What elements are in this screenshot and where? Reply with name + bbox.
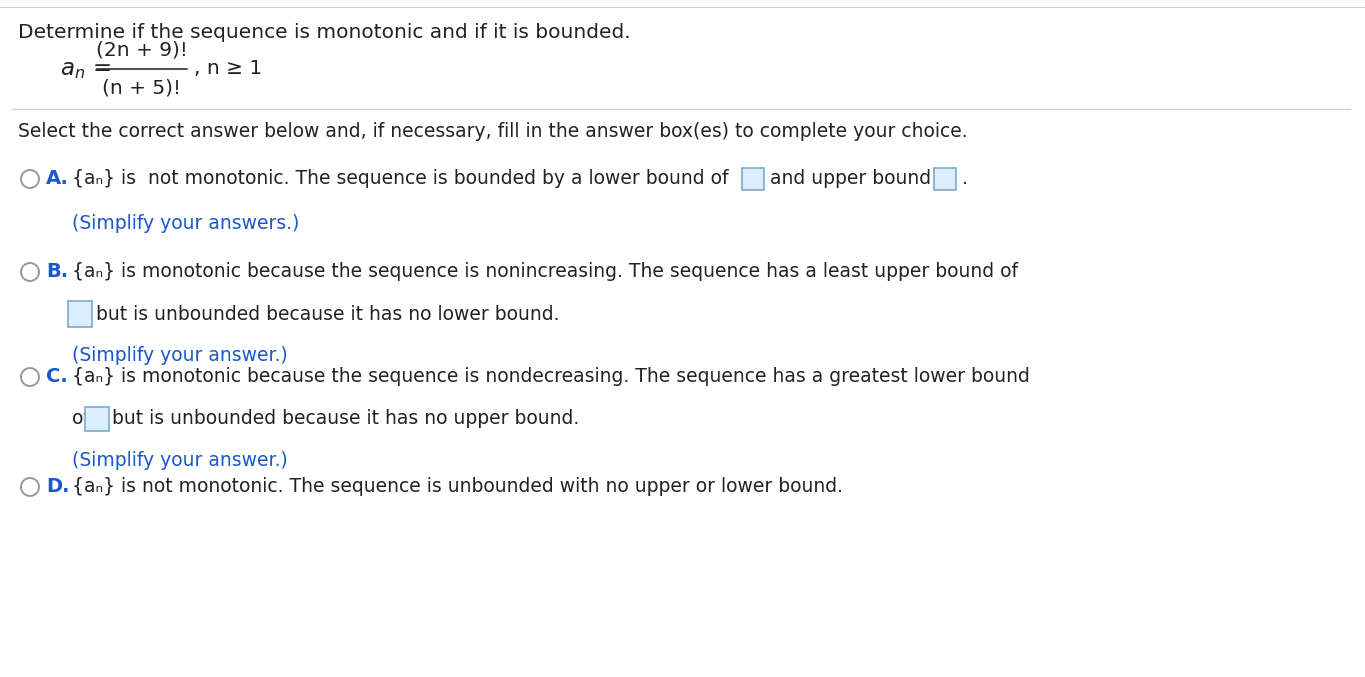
- Text: {aₙ} is  not monotonic. The sequence is bounded by a lower bound of: {aₙ} is not monotonic. The sequence is b…: [72, 169, 729, 188]
- Text: {aₙ} is monotonic because the sequence is nonincreasing. The sequence has a leas: {aₙ} is monotonic because the sequence i…: [72, 261, 1018, 280]
- Text: D.: D.: [46, 477, 70, 496]
- Text: A.: A.: [46, 169, 68, 188]
- Text: and upper bound of: and upper bound of: [770, 169, 955, 188]
- Text: (2n + 9)!: (2n + 9)!: [96, 41, 188, 60]
- FancyBboxPatch shape: [934, 168, 956, 190]
- Text: (Simplify your answer.): (Simplify your answer.): [72, 451, 288, 470]
- Text: B.: B.: [46, 261, 68, 280]
- Text: but is unbounded because it has no upper bound.: but is unbounded because it has no upper…: [112, 410, 579, 429]
- FancyBboxPatch shape: [85, 407, 109, 431]
- Text: $a_n\, =$: $a_n\, =$: [60, 58, 112, 81]
- Text: but is unbounded because it has no lower bound.: but is unbounded because it has no lower…: [96, 305, 560, 324]
- Text: .: .: [962, 169, 968, 188]
- FancyBboxPatch shape: [68, 301, 91, 327]
- Text: (Simplify your answer.): (Simplify your answer.): [72, 346, 288, 365]
- Text: Determine if the sequence is monotonic and if it is bounded.: Determine if the sequence is monotonic a…: [18, 23, 631, 42]
- Circle shape: [20, 368, 40, 386]
- Text: {aₙ} is monotonic because the sequence is nondecreasing. The sequence has a grea: {aₙ} is monotonic because the sequence i…: [72, 366, 1029, 385]
- Text: (n + 5)!: (n + 5)!: [102, 79, 182, 97]
- Text: C.: C.: [46, 366, 68, 385]
- Circle shape: [20, 170, 40, 188]
- Circle shape: [20, 263, 40, 281]
- Text: Select the correct answer below and, if necessary, fill in the answer box(es) to: Select the correct answer below and, if …: [18, 122, 968, 141]
- Circle shape: [20, 478, 40, 496]
- Text: of: of: [72, 410, 90, 429]
- FancyBboxPatch shape: [743, 168, 764, 190]
- Text: , n ≥ 1: , n ≥ 1: [194, 60, 262, 79]
- Text: (Simplify your answers.): (Simplify your answers.): [72, 214, 299, 233]
- Text: {aₙ} is not monotonic. The sequence is unbounded with no upper or lower bound.: {aₙ} is not monotonic. The sequence is u…: [72, 477, 844, 496]
